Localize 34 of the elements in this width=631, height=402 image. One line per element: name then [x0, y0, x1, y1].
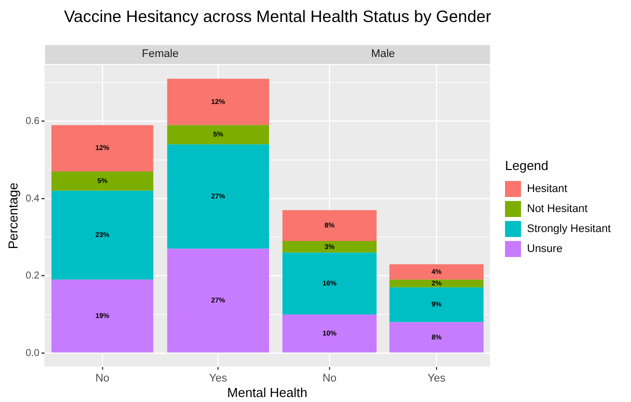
bar: [282, 210, 377, 242]
x-tick-label: No: [322, 372, 337, 384]
bar: [282, 241, 377, 253]
bar: [51, 280, 154, 352]
legend-label: Not Hesitant: [527, 203, 588, 215]
bar: [282, 252, 377, 314]
y-tick-label: 0.0: [26, 348, 40, 359]
bar: [167, 78, 270, 126]
chart-subtitle: Female: [44, 45, 276, 64]
bar: [167, 144, 270, 249]
x-tick-label: No: [95, 372, 110, 384]
bar: [389, 280, 484, 288]
y-tick-label: 0.6: [26, 116, 40, 127]
chart-title: Vaccine Hesitancy across Mental Health Status by Gender: [64, 8, 492, 27]
y-tick-label: 0.2: [26, 270, 40, 282]
bar: [51, 125, 154, 172]
y-tick-label: 0.4: [26, 193, 40, 204]
bar: [389, 287, 484, 322]
bar: [389, 322, 484, 352]
bar: [167, 248, 270, 352]
bar: [167, 125, 270, 144]
x-tick-label: Yes: [428, 372, 446, 384]
legend-label: Hesitant: [527, 183, 568, 195]
legend-label: Unsure: [527, 243, 562, 255]
bar: [51, 190, 154, 280]
legend-title: Legend: [505, 158, 550, 173]
bar: [389, 264, 484, 280]
legend-label: Strongly Hesitant: [527, 223, 611, 235]
x-tick-label: Yes: [209, 372, 228, 384]
x-axis-title: Mental Health: [227, 385, 308, 400]
chart-subtitle: Male: [276, 45, 490, 64]
bar: [282, 314, 377, 352]
y-axis-title: Percentage: [5, 182, 20, 250]
bar: [51, 171, 154, 191]
